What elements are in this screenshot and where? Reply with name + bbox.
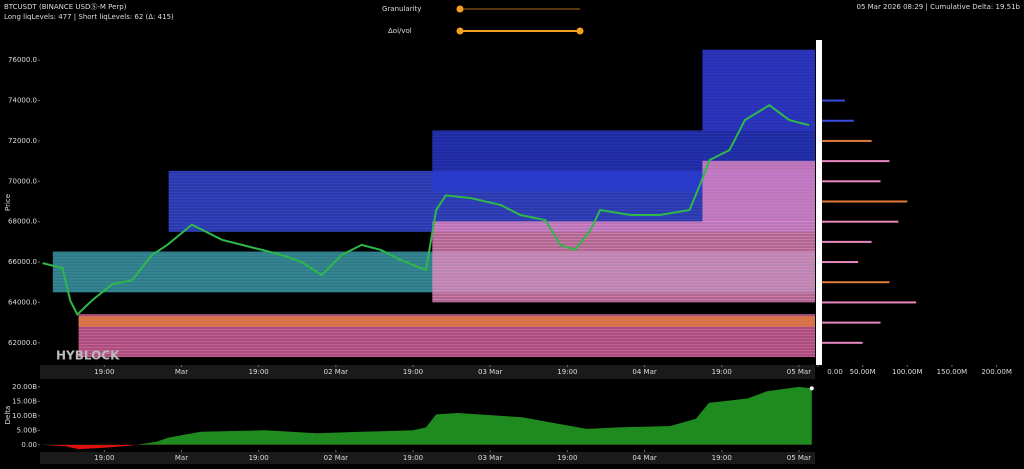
divider <box>816 40 822 365</box>
y-tick-label: 76000.0 <box>8 56 37 64</box>
y-tick-label: 10.00B <box>12 412 37 420</box>
granularity-label: Granularity <box>382 5 421 13</box>
symbol: BTCUSDT (BINANCE USDⓈ-M Perp) <box>4 3 127 11</box>
x-tick-label: 50.00M <box>850 368 876 376</box>
x-tick-label: 19:00 <box>403 368 423 376</box>
y-tick-label: 72000.0 <box>8 137 37 145</box>
last-point <box>809 386 814 391</box>
x-tick-label: 19:00 <box>557 454 577 462</box>
delta-area <box>40 386 812 445</box>
hist-bar <box>822 321 881 324</box>
slider-handle[interactable] <box>456 5 464 13</box>
x-tick-label: 04 Mar <box>632 368 656 376</box>
hist-bar <box>822 341 863 344</box>
y-tick-label: 68000.0 <box>8 218 37 226</box>
time-axis-band <box>40 452 815 464</box>
hist-bar <box>822 240 872 243</box>
x-tick-label: 100.00M <box>892 368 923 376</box>
x-tick-label: 04 Mar <box>632 454 656 462</box>
liq-band <box>702 50 815 131</box>
y-axis-label: Price <box>4 194 12 211</box>
x-tick-label: 03 Mar <box>478 368 502 376</box>
x-tick-label: 0.00 <box>827 368 843 376</box>
slider-handle[interactable] <box>456 27 464 35</box>
x-tick-label: 150.00M <box>937 368 968 376</box>
x-tick-label: 19:00 <box>249 454 269 462</box>
x-tick-label: 02 Mar <box>324 454 348 462</box>
x-tick-label: Mar <box>175 454 188 462</box>
x-tick-label: Mar <box>175 368 188 376</box>
hist-bar <box>822 119 854 122</box>
hist-bar <box>822 180 881 183</box>
x-tick-label: 19:00 <box>249 368 269 376</box>
y-axis-label: Delta <box>4 406 12 425</box>
x-tick-label: 19:00 <box>94 368 114 376</box>
y-tick-label: 66000.0 <box>8 258 37 266</box>
y-tick-label: 0.00 <box>21 441 37 449</box>
date-delta: 05 Mar 2026 08:29 | Cumulative Delta: 19… <box>856 3 1020 11</box>
x-tick-label: 19:00 <box>557 368 577 376</box>
y-tick-label: 74000.0 <box>8 97 37 105</box>
slider-handle[interactable] <box>576 27 584 35</box>
watermark: HYBLOCK <box>56 349 120 363</box>
time-axis-band <box>40 365 815 379</box>
oi-vol-label: Δoi/vol <box>388 27 412 35</box>
x-tick-label: 05 Mar <box>787 454 811 462</box>
x-tick-label: 200.00M <box>981 368 1012 376</box>
y-tick-label: 62000.0 <box>8 339 37 347</box>
liq-band <box>432 221 815 303</box>
hist-bar <box>822 261 859 264</box>
y-tick-label: 5.00B <box>17 426 38 434</box>
x-tick-label: 02 Mar <box>324 368 348 376</box>
hist-bar <box>822 301 917 304</box>
x-tick-label: 19:00 <box>403 454 423 462</box>
hist-bar <box>822 200 908 203</box>
hist-bar <box>822 139 872 142</box>
stats: Long liqLevels: 477 | Short liqLevels: 6… <box>4 13 174 21</box>
hist-bar <box>822 220 899 223</box>
y-tick-label: 70000.0 <box>8 177 37 185</box>
x-tick-label: 03 Mar <box>478 454 502 462</box>
x-tick-label: 19:00 <box>712 454 732 462</box>
y-tick-label: 64000.0 <box>8 298 37 306</box>
x-tick-label: 19:00 <box>94 454 114 462</box>
price-line <box>42 103 810 317</box>
y-tick-label: 20.00B <box>12 383 37 391</box>
hist-bar <box>822 160 890 163</box>
x-tick-label: 05 Mar <box>787 368 811 376</box>
x-tick-label: 19:00 <box>712 368 732 376</box>
liq-band <box>78 316 815 327</box>
hist-bar <box>822 281 890 284</box>
delta-area-negative <box>40 444 137 450</box>
y-tick-label: 15.00B <box>12 397 37 405</box>
hist-bar <box>822 99 845 102</box>
